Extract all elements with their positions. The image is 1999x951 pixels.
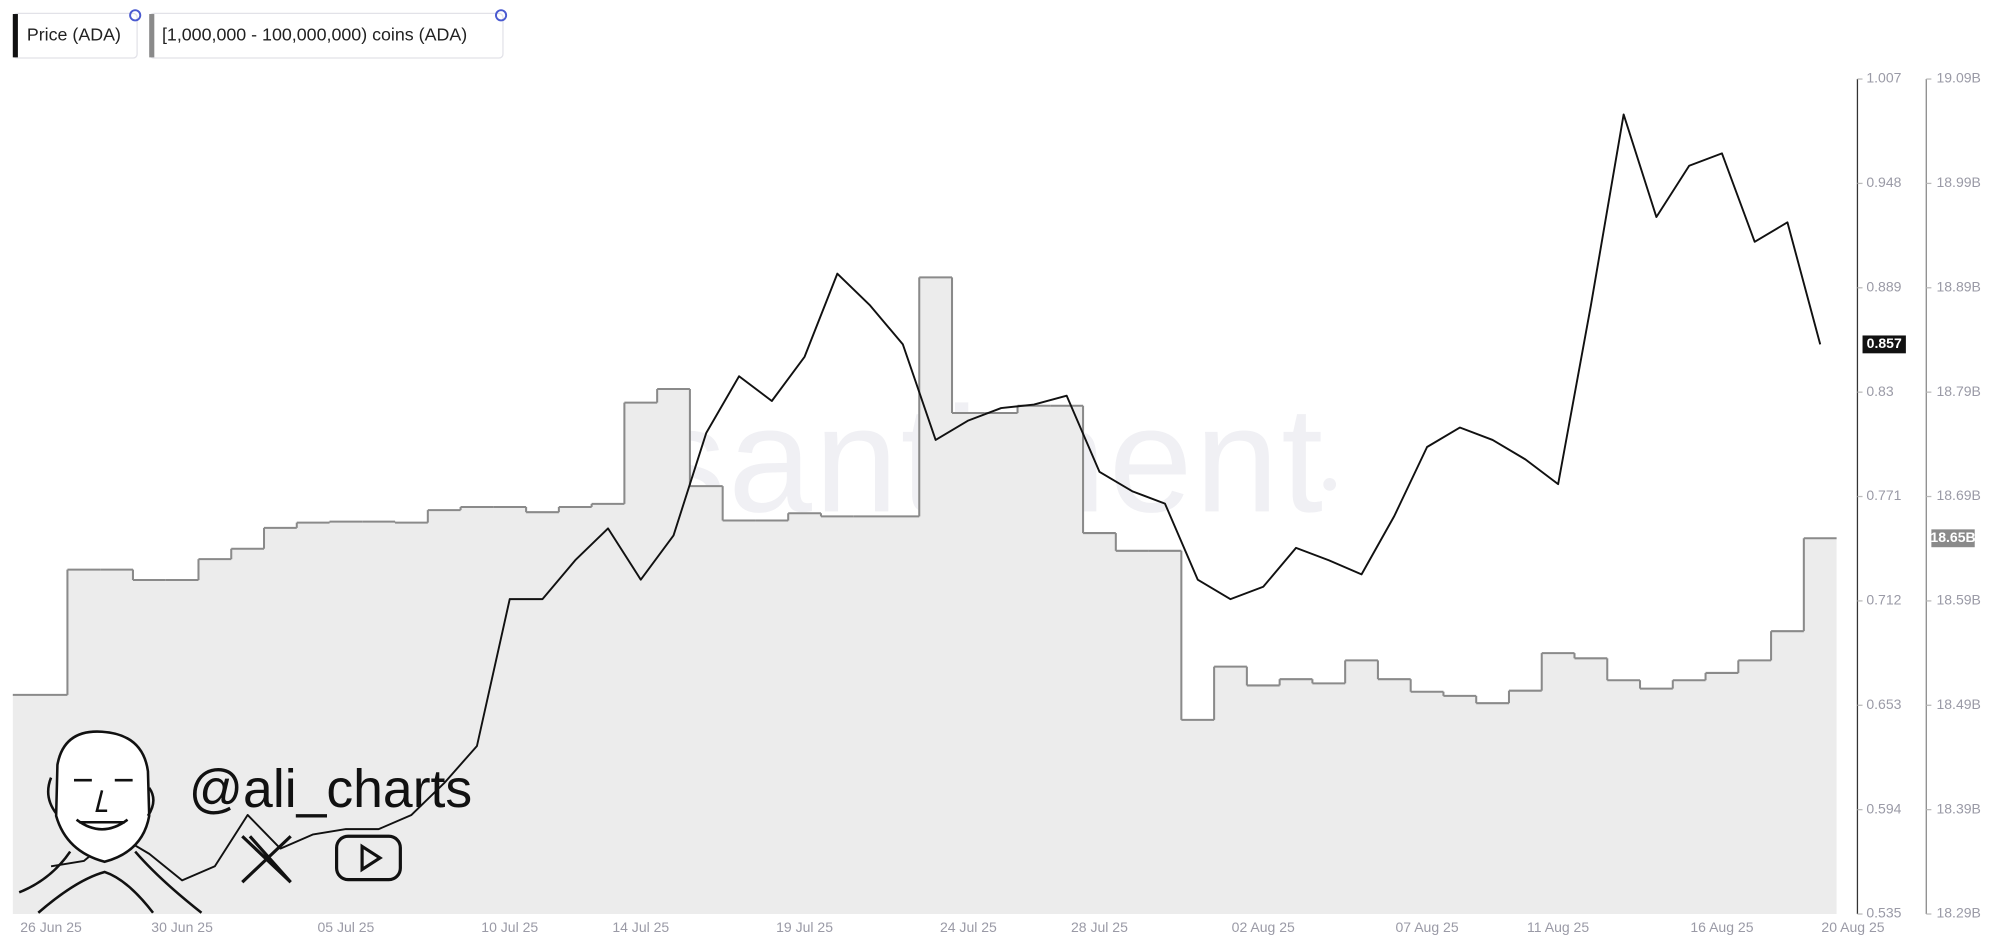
settings-icon[interactable]	[494, 9, 508, 22]
legend-label: [1,000,000 - 100,000,000) coins (ADA)	[162, 24, 467, 44]
youtube-icon[interactable]	[335, 834, 402, 882]
x-tick-label: 19 Jul 25	[776, 919, 833, 935]
x-tick-label: 24 Jul 25	[940, 919, 997, 935]
social-icons	[241, 834, 402, 884]
x-tick-label: 11 Aug 25	[1527, 919, 1589, 935]
legend-swatch	[149, 14, 155, 58]
y2-tick-label: 18.39B	[1936, 800, 1980, 816]
y2-tick-label: 18.49B	[1936, 696, 1980, 712]
y-tick-label: 0.535	[1866, 905, 1901, 921]
x-tick-label: 26 Jun 25	[20, 919, 82, 935]
y-tick-label: 0.889	[1866, 278, 1901, 294]
x-tick-label: 30 Jun 25	[151, 919, 213, 935]
x-tick-label: 16 Aug 25	[1690, 919, 1753, 935]
y2-tick-label: 18.69B	[1936, 487, 1980, 503]
legend-label: Price (ADA)	[27, 24, 121, 44]
x-tick-label: 05 Jul 25	[317, 919, 374, 935]
y-tick-label: 0.653	[1866, 696, 1901, 712]
y-tick-label: 0.594	[1866, 800, 1901, 816]
price-line	[50, 113, 1822, 882]
last-value-badge	[1862, 335, 1906, 354]
watermark-dot	[1323, 478, 1337, 491]
y-tick-label: 0.948	[1866, 174, 1901, 190]
last-value-badge	[1931, 529, 1975, 548]
legend-swatch	[12, 14, 18, 58]
y2-tick-label: 18.29B	[1936, 905, 1980, 921]
y2-tick-label: 18.79B	[1936, 383, 1980, 399]
x-tick-label: 10 Jul 25	[481, 919, 538, 935]
legend: Price (ADA) [1,000,000 - 100,000,000) co…	[12, 9, 508, 59]
last-value-label: 0.857	[1867, 335, 1902, 351]
x-icon[interactable]	[241, 835, 292, 884]
x-tick-label: 20 Aug 25	[1821, 919, 1884, 935]
plot-area: 1.007 0.948 0.889 0.83 0.771 0.712 0.653 0.594 0…	[12, 70, 1981, 935]
y-tick-label: 0.712	[1866, 592, 1901, 608]
y-tick-label: 0.771	[1866, 487, 1901, 503]
x-tick-label: 02 Aug 25	[1232, 919, 1295, 935]
y2-tick-label: 18.99B	[1936, 174, 1980, 190]
x-tick-label: 07 Aug 25	[1395, 919, 1458, 935]
y-tick-label: 1.007	[1866, 70, 1901, 86]
y2-tick-label: 18.59B	[1936, 592, 1980, 608]
y2-tick-label: 18.89B	[1936, 278, 1980, 294]
settings-icon[interactable]	[129, 9, 142, 22]
last-value-label: 18.65B	[1930, 529, 1975, 545]
y2-tick-label: 19.09B	[1936, 70, 1980, 86]
author-handle: @ali_charts	[189, 760, 472, 819]
x-tick-label: 28 Jul 25	[1071, 919, 1128, 935]
author-logo	[18, 730, 203, 914]
y-tick-label: 0.83	[1866, 383, 1893, 399]
x-tick-label: 14 Jul 25	[612, 919, 669, 935]
